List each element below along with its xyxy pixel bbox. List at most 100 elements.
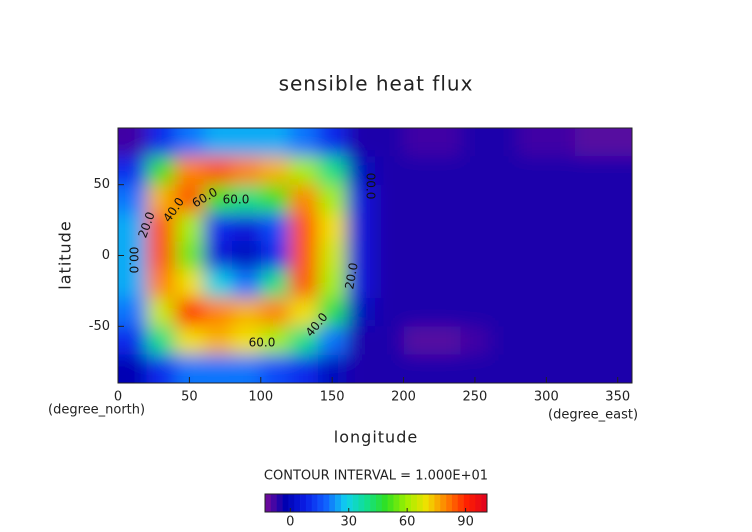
field-cell [317, 184, 347, 214]
field-cell [403, 269, 433, 299]
field-cell [546, 354, 576, 383]
colorbar-swatch [387, 494, 394, 512]
colorbar-swatch [416, 494, 424, 512]
colorbar-swatch [463, 494, 470, 512]
field-cell [260, 184, 290, 214]
colorbar-swatch [323, 494, 330, 512]
field-cell [232, 241, 262, 271]
colorbar-swatch [422, 494, 429, 512]
contour-label: 00.0 [364, 173, 378, 200]
field-cell [546, 269, 576, 299]
field-cell [146, 128, 176, 157]
field-cell [375, 156, 405, 186]
field-cell [603, 156, 632, 186]
colorbar-swatch [288, 494, 295, 512]
cells [118, 128, 632, 383]
colorbar-swatch [376, 494, 383, 512]
field-cell [289, 241, 319, 271]
field-cell [546, 184, 576, 214]
colorbar-swatch [370, 494, 377, 512]
field-cell [346, 156, 376, 186]
field-cell [203, 326, 233, 356]
contour-label: 60.0 [223, 193, 250, 207]
field-cell [175, 128, 205, 157]
colorbar-swatch [335, 494, 342, 512]
field-cell [289, 184, 319, 214]
field-cell [603, 184, 632, 214]
x-tick-label: 50 [181, 390, 198, 405]
colorbar-swatch [428, 494, 435, 512]
field-cell [460, 128, 490, 157]
field-cell [289, 269, 319, 299]
y-units: (degree_north) [48, 403, 145, 418]
field-cell [517, 184, 547, 214]
contour-interval: CONTOUR INTERVAL = 1.000E+01 [264, 469, 488, 484]
field-cell [346, 184, 376, 214]
field-cell [403, 354, 433, 383]
contour-label: 00.0 [127, 247, 141, 274]
field-cell [460, 241, 490, 271]
field-cell [118, 184, 148, 214]
field-cell [574, 128, 604, 157]
contour-label: 20.0 [342, 262, 360, 291]
field-cell [317, 298, 347, 327]
field-cell [260, 298, 290, 327]
field-cell [260, 213, 290, 242]
colorbar-swatch [270, 494, 277, 512]
colorbar-swatch [317, 494, 324, 512]
x-tick-label: 250 [463, 390, 488, 405]
colorbar-swatch [434, 494, 441, 512]
field-cell [317, 213, 347, 242]
field-cell [574, 184, 604, 214]
field-cell [146, 213, 176, 242]
field-cell [289, 156, 319, 186]
field-cell [517, 213, 547, 242]
field-cell [574, 241, 604, 271]
field-cell [346, 298, 376, 327]
field-cell [403, 241, 433, 271]
contour-label: 60.0 [249, 336, 276, 350]
field-cell [375, 128, 405, 157]
colorbar-swatch [346, 494, 353, 512]
colorbar-tick-label: 30 [340, 515, 357, 530]
colorbar-swatch [329, 494, 336, 512]
field-cell [517, 298, 547, 327]
x-tick-label: 200 [391, 390, 416, 405]
colorbar-swatch [457, 494, 464, 512]
field-cell [317, 241, 347, 271]
field-cell [289, 213, 319, 242]
field-cell [489, 354, 519, 383]
field-cell [517, 354, 547, 383]
field-cell [146, 298, 176, 327]
field-cell [346, 269, 376, 299]
field-cell [603, 213, 632, 242]
colorbar-swatch [381, 494, 388, 512]
field-cell [403, 128, 433, 157]
field-cell [460, 269, 490, 299]
field-cell [574, 156, 604, 186]
colorbar-swatch [440, 494, 447, 512]
field-cell [289, 298, 319, 327]
colorbar-swatch [475, 494, 482, 512]
field-cell [175, 184, 205, 214]
field-cell [317, 269, 347, 299]
field-cell [546, 241, 576, 271]
field-cell [375, 269, 405, 299]
colorbar-swatch [393, 494, 400, 512]
field-cell [346, 213, 376, 242]
field-cell [517, 326, 547, 356]
field-cell [232, 354, 262, 383]
field-cell [289, 128, 319, 157]
field-cell [432, 128, 462, 157]
field-cell [603, 326, 632, 356]
x-tick-label: 350 [605, 390, 630, 405]
x-tick-label: 150 [320, 390, 345, 405]
field-cell [489, 298, 519, 327]
field-cell [317, 326, 347, 356]
x-tick-label: 300 [534, 390, 559, 405]
chart-title: sensible heat flux [279, 72, 474, 96]
field-cell [403, 298, 433, 327]
field-cell [203, 213, 233, 242]
field: 20.040.0 60.0 60.020.040.060.000.000.0 [118, 128, 632, 383]
x-units: (degree_east) [548, 408, 638, 423]
